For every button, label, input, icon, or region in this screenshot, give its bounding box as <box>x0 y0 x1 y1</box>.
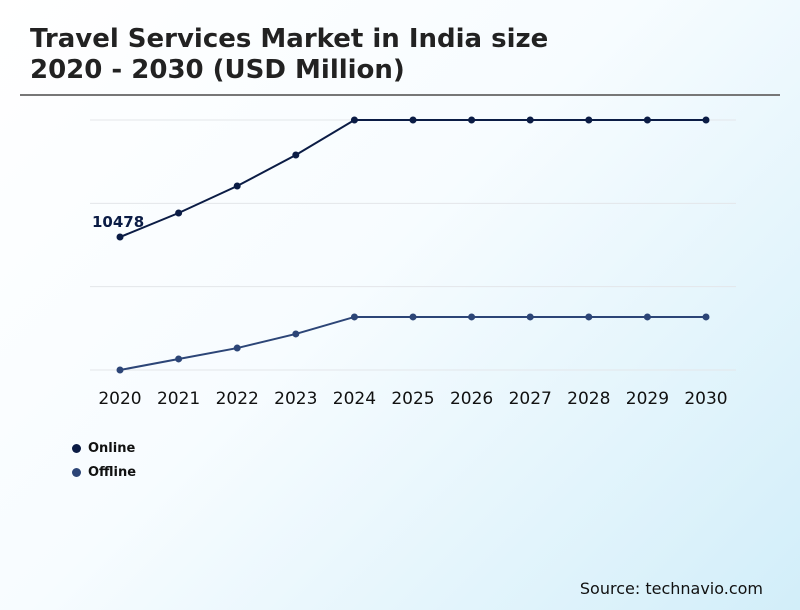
data-point <box>526 313 534 321</box>
data-point <box>233 344 241 352</box>
series-line-online <box>119 119 706 238</box>
x-tick-label: 2026 <box>450 389 493 409</box>
x-tick-label: 2025 <box>391 389 434 409</box>
x-tick-label: 2028 <box>567 389 610 409</box>
legend-marker-icon <box>72 443 81 453</box>
data-point <box>350 116 358 124</box>
data-point <box>585 116 593 124</box>
data-point <box>643 313 651 321</box>
x-tick-label: 2029 <box>626 389 669 409</box>
data-point <box>468 116 476 124</box>
data-point <box>292 330 300 338</box>
legend-item-offline[interactable]: Offline <box>72 460 136 484</box>
title-line-1: Travel Services Market in India size <box>30 24 549 54</box>
legend-item-online[interactable]: Online <box>72 436 136 460</box>
title-divider <box>20 94 780 96</box>
x-tick-label: 2024 <box>333 389 376 409</box>
data-point <box>409 313 417 321</box>
data-point <box>116 233 124 241</box>
data-point <box>468 313 476 321</box>
data-point <box>409 116 417 124</box>
title-line-2: 2020 - 2030 (USD Million) <box>30 55 405 85</box>
data-point <box>702 116 710 124</box>
x-tick-label: 2020 <box>98 389 141 409</box>
x-tick-label: 2022 <box>216 389 259 409</box>
legend-label: Offline <box>88 464 137 480</box>
legend-marker-icon <box>72 467 81 477</box>
data-point <box>233 182 241 190</box>
data-point <box>116 366 124 374</box>
data-label: 10478 <box>92 213 144 231</box>
data-point <box>175 355 183 363</box>
data-point <box>526 116 534 124</box>
x-tick-label: 2023 <box>274 389 317 409</box>
x-tick-label: 2027 <box>509 389 552 409</box>
data-point <box>175 209 183 217</box>
x-tick-label: 2030 <box>684 389 727 409</box>
series-line-offline <box>119 315 706 371</box>
chart-title: Travel Services Market in India size 202… <box>30 24 548 86</box>
data-point <box>702 313 710 321</box>
data-point <box>292 151 300 159</box>
data-point <box>350 313 358 321</box>
data-point <box>585 313 593 321</box>
x-tick-label: 2021 <box>157 389 200 409</box>
data-point <box>643 116 651 124</box>
legend: Online Offline <box>72 436 136 484</box>
source-note: Source: technavio.com <box>579 579 763 598</box>
legend-label: Online <box>88 440 136 456</box>
